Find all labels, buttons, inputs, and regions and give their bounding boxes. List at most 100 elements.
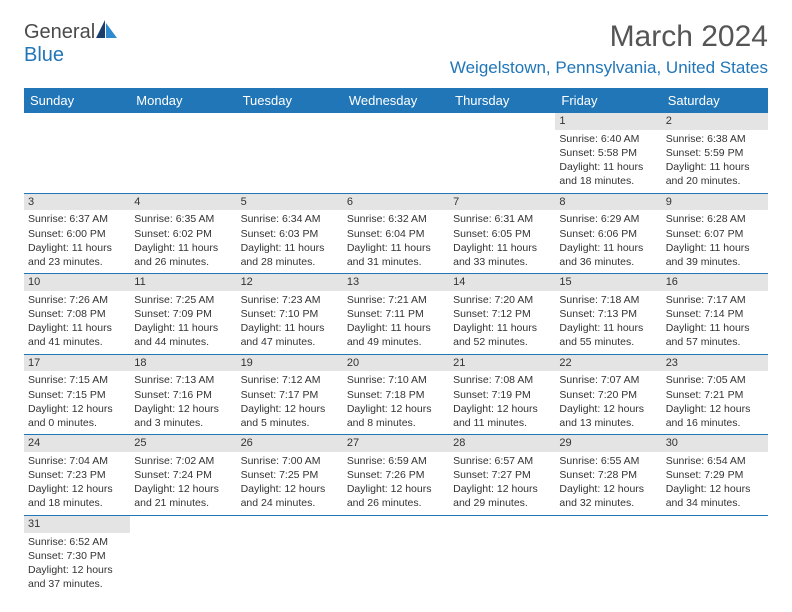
- day-cell: 4Sunrise: 6:35 AMSunset: 6:02 PMDaylight…: [130, 194, 236, 274]
- day-body: Sunrise: 7:18 AMSunset: 7:13 PMDaylight:…: [555, 291, 661, 354]
- sunset-text: Sunset: 7:16 PM: [134, 388, 232, 402]
- sunset-text: Sunset: 6:04 PM: [347, 227, 445, 241]
- day-cell: 17Sunrise: 7:15 AMSunset: 7:15 PMDayligh…: [24, 355, 130, 435]
- day-number: 9: [662, 194, 768, 211]
- sunrise-text: Sunrise: 7:23 AM: [241, 293, 339, 307]
- day-number: 14: [449, 274, 555, 291]
- day-header: Friday: [555, 88, 661, 113]
- daylight-text: Daylight: 12 hours and 21 minutes.: [134, 482, 232, 510]
- day-body: Sunrise: 6:32 AMSunset: 6:04 PMDaylight:…: [343, 210, 449, 273]
- day-cell: 19Sunrise: 7:12 AMSunset: 7:17 PMDayligh…: [237, 355, 343, 435]
- day-number: 7: [449, 194, 555, 211]
- sunrise-text: Sunrise: 6:52 AM: [28, 535, 126, 549]
- sunset-text: Sunset: 7:17 PM: [241, 388, 339, 402]
- daylight-text: Daylight: 11 hours and 31 minutes.: [347, 241, 445, 269]
- sunrise-text: Sunrise: 7:21 AM: [347, 293, 445, 307]
- day-body: Sunrise: 7:04 AMSunset: 7:23 PMDaylight:…: [24, 452, 130, 515]
- day-number: 1: [555, 113, 661, 130]
- day-number: 6: [343, 194, 449, 211]
- day-cell: 9Sunrise: 6:28 AMSunset: 6:07 PMDaylight…: [662, 194, 768, 274]
- day-body: Sunrise: 7:05 AMSunset: 7:21 PMDaylight:…: [662, 371, 768, 434]
- day-body: Sunrise: 6:55 AMSunset: 7:28 PMDaylight:…: [555, 452, 661, 515]
- sunset-text: Sunset: 7:27 PM: [453, 468, 551, 482]
- day-header: Saturday: [662, 88, 768, 113]
- daylight-text: Daylight: 12 hours and 18 minutes.: [28, 482, 126, 510]
- day-cell: [237, 516, 343, 596]
- day-cell: 16Sunrise: 7:17 AMSunset: 7:14 PMDayligh…: [662, 274, 768, 354]
- daylight-text: Daylight: 11 hours and 41 minutes.: [28, 321, 126, 349]
- sunrise-text: Sunrise: 6:54 AM: [666, 454, 764, 468]
- day-body: Sunrise: 7:07 AMSunset: 7:20 PMDaylight:…: [555, 371, 661, 434]
- day-header: Tuesday: [237, 88, 343, 113]
- day-cell: 10Sunrise: 7:26 AMSunset: 7:08 PMDayligh…: [24, 274, 130, 354]
- day-cell: 27Sunrise: 6:59 AMSunset: 7:26 PMDayligh…: [343, 435, 449, 515]
- day-number: 17: [24, 355, 130, 372]
- day-number: 27: [343, 435, 449, 452]
- day-number: 26: [237, 435, 343, 452]
- day-body: Sunrise: 6:38 AMSunset: 5:59 PMDaylight:…: [662, 130, 768, 193]
- daylight-text: Daylight: 12 hours and 16 minutes.: [666, 402, 764, 430]
- daylight-text: Daylight: 12 hours and 26 minutes.: [347, 482, 445, 510]
- sunset-text: Sunset: 5:58 PM: [559, 146, 657, 160]
- daylight-text: Daylight: 11 hours and 47 minutes.: [241, 321, 339, 349]
- day-header: Sunday: [24, 88, 130, 113]
- day-body: Sunrise: 7:12 AMSunset: 7:17 PMDaylight:…: [237, 371, 343, 434]
- day-body: Sunrise: 6:52 AMSunset: 7:30 PMDaylight:…: [24, 533, 130, 596]
- sunrise-text: Sunrise: 7:02 AM: [134, 454, 232, 468]
- day-cell: 24Sunrise: 7:04 AMSunset: 7:23 PMDayligh…: [24, 435, 130, 515]
- sunrise-text: Sunrise: 6:29 AM: [559, 212, 657, 226]
- sunset-text: Sunset: 7:25 PM: [241, 468, 339, 482]
- daylight-text: Daylight: 11 hours and 55 minutes.: [559, 321, 657, 349]
- daylight-text: Daylight: 11 hours and 20 minutes.: [666, 160, 764, 188]
- location-text: Weigelstown, Pennsylvania, United States: [450, 58, 768, 78]
- day-number: 20: [343, 355, 449, 372]
- day-cell: 26Sunrise: 7:00 AMSunset: 7:25 PMDayligh…: [237, 435, 343, 515]
- day-cell: 11Sunrise: 7:25 AMSunset: 7:09 PMDayligh…: [130, 274, 236, 354]
- day-body: Sunrise: 6:57 AMSunset: 7:27 PMDaylight:…: [449, 452, 555, 515]
- day-cell: [449, 516, 555, 596]
- sunrise-text: Sunrise: 6:32 AM: [347, 212, 445, 226]
- day-cell: 15Sunrise: 7:18 AMSunset: 7:13 PMDayligh…: [555, 274, 661, 354]
- sunrise-text: Sunrise: 6:38 AM: [666, 132, 764, 146]
- day-cell: 20Sunrise: 7:10 AMSunset: 7:18 PMDayligh…: [343, 355, 449, 435]
- sunset-text: Sunset: 7:14 PM: [666, 307, 764, 321]
- daylight-text: Daylight: 12 hours and 8 minutes.: [347, 402, 445, 430]
- day-body: Sunrise: 7:26 AMSunset: 7:08 PMDaylight:…: [24, 291, 130, 354]
- sunset-text: Sunset: 7:19 PM: [453, 388, 551, 402]
- day-body: Sunrise: 7:25 AMSunset: 7:09 PMDaylight:…: [130, 291, 236, 354]
- day-cell: 21Sunrise: 7:08 AMSunset: 7:19 PMDayligh…: [449, 355, 555, 435]
- daylight-text: Daylight: 12 hours and 5 minutes.: [241, 402, 339, 430]
- daylight-text: Daylight: 12 hours and 29 minutes.: [453, 482, 551, 510]
- sunrise-text: Sunrise: 6:31 AM: [453, 212, 551, 226]
- day-number: 10: [24, 274, 130, 291]
- day-cell: [237, 113, 343, 193]
- day-number: 5: [237, 194, 343, 211]
- day-cell: [130, 113, 236, 193]
- day-number: 8: [555, 194, 661, 211]
- day-cell: 18Sunrise: 7:13 AMSunset: 7:16 PMDayligh…: [130, 355, 236, 435]
- day-body: Sunrise: 7:10 AMSunset: 7:18 PMDaylight:…: [343, 371, 449, 434]
- daylight-text: Daylight: 11 hours and 33 minutes.: [453, 241, 551, 269]
- daylight-text: Daylight: 12 hours and 13 minutes.: [559, 402, 657, 430]
- daylight-text: Daylight: 12 hours and 34 minutes.: [666, 482, 764, 510]
- sunset-text: Sunset: 7:28 PM: [559, 468, 657, 482]
- daylight-text: Daylight: 11 hours and 36 minutes.: [559, 241, 657, 269]
- sunset-text: Sunset: 7:09 PM: [134, 307, 232, 321]
- day-body: Sunrise: 7:13 AMSunset: 7:16 PMDaylight:…: [130, 371, 236, 434]
- daylight-text: Daylight: 11 hours and 18 minutes.: [559, 160, 657, 188]
- daylight-text: Daylight: 12 hours and 24 minutes.: [241, 482, 339, 510]
- day-body: Sunrise: 6:28 AMSunset: 6:07 PMDaylight:…: [662, 210, 768, 273]
- page-title: March 2024: [450, 20, 768, 54]
- day-header: Wednesday: [343, 88, 449, 113]
- sunrise-text: Sunrise: 7:08 AM: [453, 373, 551, 387]
- day-body: Sunrise: 6:40 AMSunset: 5:58 PMDaylight:…: [555, 130, 661, 193]
- weeks-container: 1Sunrise: 6:40 AMSunset: 5:58 PMDaylight…: [24, 113, 768, 595]
- week-row: 17Sunrise: 7:15 AMSunset: 7:15 PMDayligh…: [24, 355, 768, 436]
- week-row: 10Sunrise: 7:26 AMSunset: 7:08 PMDayligh…: [24, 274, 768, 355]
- sunset-text: Sunset: 7:21 PM: [666, 388, 764, 402]
- daylight-text: Daylight: 11 hours and 26 minutes.: [134, 241, 232, 269]
- day-cell: 5Sunrise: 6:34 AMSunset: 6:03 PMDaylight…: [237, 194, 343, 274]
- sunrise-text: Sunrise: 6:57 AM: [453, 454, 551, 468]
- daylight-text: Daylight: 12 hours and 37 minutes.: [28, 563, 126, 591]
- daylight-text: Daylight: 11 hours and 52 minutes.: [453, 321, 551, 349]
